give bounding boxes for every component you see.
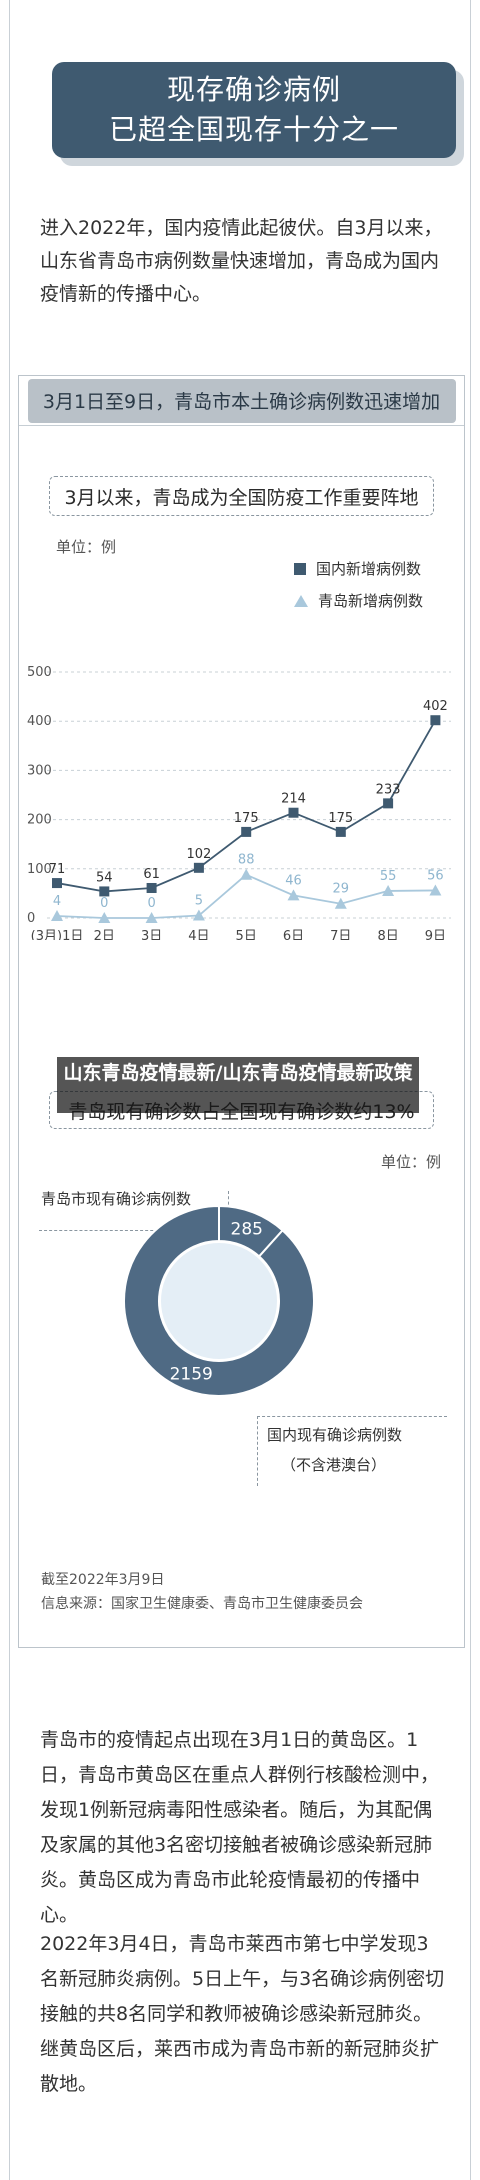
qingdao-point bbox=[98, 912, 111, 923]
national-point bbox=[146, 882, 157, 893]
y-tick-label: 500 bbox=[27, 665, 52, 680]
qingdao-point bbox=[51, 910, 63, 922]
chart-subtitle: 3月以来，青岛成为全国防疫工作重要阵地 bbox=[49, 476, 434, 516]
qingdao-point bbox=[192, 909, 205, 921]
national-data-label: 61 bbox=[143, 867, 160, 882]
unit-label-2: 单位：例 bbox=[381, 1153, 442, 1171]
national-data-label: 214 bbox=[281, 792, 306, 807]
national-callout-note: （不含港澳台） bbox=[281, 1456, 387, 1474]
qingdao-data-label: 55 bbox=[380, 869, 397, 884]
qingdao-data-label: 0 bbox=[147, 896, 155, 911]
national-data-label: 402 bbox=[423, 699, 448, 714]
qingdao-point bbox=[429, 884, 442, 896]
national-point bbox=[241, 826, 252, 837]
x-tick-label: 6日 bbox=[283, 929, 304, 940]
y-tick-label: 300 bbox=[27, 763, 52, 778]
national-slice-label: 2159 bbox=[170, 1364, 213, 1384]
qingdao-point bbox=[382, 884, 395, 896]
x-tick-label: 3日 bbox=[141, 929, 162, 940]
legend-item-qingdao: 青岛新增病例数 bbox=[294, 590, 423, 611]
x-tick-label: 9日 bbox=[425, 929, 446, 940]
paragraph-laixi: 2022年3月4日，青岛市莱西市第七中学发现3名新冠肺炎病例。5日上午，与3名确… bbox=[40, 1933, 445, 2095]
national-data-label: 233 bbox=[376, 782, 401, 797]
frame-line-right bbox=[470, 0, 471, 2180]
qingdao-data-label: 56 bbox=[427, 868, 444, 883]
qingdao-data-label: 4 bbox=[53, 894, 61, 909]
qingdao-data-label: 29 bbox=[333, 882, 350, 897]
qingdao-series-line bbox=[56, 873, 436, 919]
national-data-label: 71 bbox=[49, 862, 66, 877]
qingdao-data-label: 0 bbox=[100, 896, 108, 911]
national-data-label: 175 bbox=[328, 811, 353, 826]
national-point bbox=[99, 886, 110, 897]
national-callout-box bbox=[257, 1416, 447, 1486]
page-title: 现存确诊病例 已超全国现存十分之一 bbox=[52, 62, 456, 158]
title-line-1: 现存确诊病例 bbox=[166, 73, 341, 106]
qingdao-point bbox=[145, 912, 158, 923]
national-point bbox=[335, 826, 346, 837]
y-tick-label: 400 bbox=[27, 714, 52, 729]
qingdao-data-label: 5 bbox=[195, 894, 203, 909]
y-tick-label: 200 bbox=[27, 813, 52, 828]
x-tick-label: 2日 bbox=[94, 929, 115, 940]
y-tick-label: 100 bbox=[27, 862, 52, 877]
donut-center bbox=[161, 1243, 277, 1359]
national-point bbox=[52, 878, 62, 889]
national-point bbox=[430, 715, 441, 726]
x-tick-label: 5日 bbox=[236, 929, 257, 940]
national-point bbox=[193, 862, 204, 873]
national-data-label: 175 bbox=[234, 811, 259, 826]
legend-label-qingdao: 青岛新增病例数 bbox=[318, 592, 424, 610]
qingdao-point bbox=[240, 868, 253, 880]
overlay-banner: 山东青岛疫情最新/山东青岛疫情最新政策 bbox=[57, 1057, 419, 1113]
date-note: 截至2022年3月9日 bbox=[41, 1572, 165, 1588]
intro-paragraph: 进入2022年，国内疫情此起彼伏。自3月以来，山东省青岛市病例数量快速增加，青岛… bbox=[40, 217, 443, 305]
source-note: 信息来源：国家卫生健康委、青岛市卫生健康委员会 bbox=[41, 1596, 363, 1612]
card-heading: 3月1日至9日，青岛市本土确诊病例数迅速增加 bbox=[27, 378, 456, 423]
square-marker-icon bbox=[294, 562, 306, 575]
legend-label-national: 国内新增病例数 bbox=[316, 560, 422, 578]
frame-line-left bbox=[9, 0, 10, 2180]
paragraph-huangdao: 青岛市的疫情起点出现在3月1日的黄岛区。1日，青岛市黄岛区在重点人群例行核酸检测… bbox=[40, 1729, 440, 1926]
x-tick-label: 4日 bbox=[188, 929, 209, 940]
qingdao-data-label: 88 bbox=[238, 853, 255, 868]
qingdao-point bbox=[287, 889, 300, 901]
national-data-label: 102 bbox=[186, 847, 211, 862]
qingdao-slice-label: 285 bbox=[231, 1220, 263, 1240]
y-tick-label: 0 bbox=[27, 911, 35, 926]
donut-chart: 285 2159 bbox=[123, 1204, 315, 1397]
infographic-card: 3月1日至9日，青岛市本土确诊病例数迅速增加 3月以来，青岛成为全国防疫工作重要… bbox=[18, 375, 465, 1648]
x-tick-label: (3月)1日 bbox=[31, 929, 84, 940]
national-slice bbox=[123, 1204, 315, 1397]
triangle-marker-icon bbox=[294, 594, 308, 607]
qingdao-callout-label: 青岛市现有确诊病例数 bbox=[41, 1190, 192, 1208]
card-heading-bar: 3月1日至9日，青岛市本土确诊病例数迅速增加 bbox=[19, 376, 464, 426]
x-tick-label: 8日 bbox=[377, 929, 398, 940]
national-data-label: 54 bbox=[96, 870, 113, 885]
title-line-2: 已超全国现存十分之一 bbox=[108, 113, 399, 146]
national-point bbox=[288, 807, 299, 818]
legend-item-national: 国内新增病例数 bbox=[294, 558, 421, 579]
national-point bbox=[383, 798, 394, 809]
qingdao-point bbox=[334, 897, 347, 909]
x-tick-label: 7日 bbox=[330, 929, 351, 940]
unit-label-1: 单位：例 bbox=[56, 538, 117, 556]
qingdao-data-label: 46 bbox=[285, 873, 302, 888]
national-callout-label: 国内现有确诊病例数 bbox=[267, 1426, 403, 1444]
